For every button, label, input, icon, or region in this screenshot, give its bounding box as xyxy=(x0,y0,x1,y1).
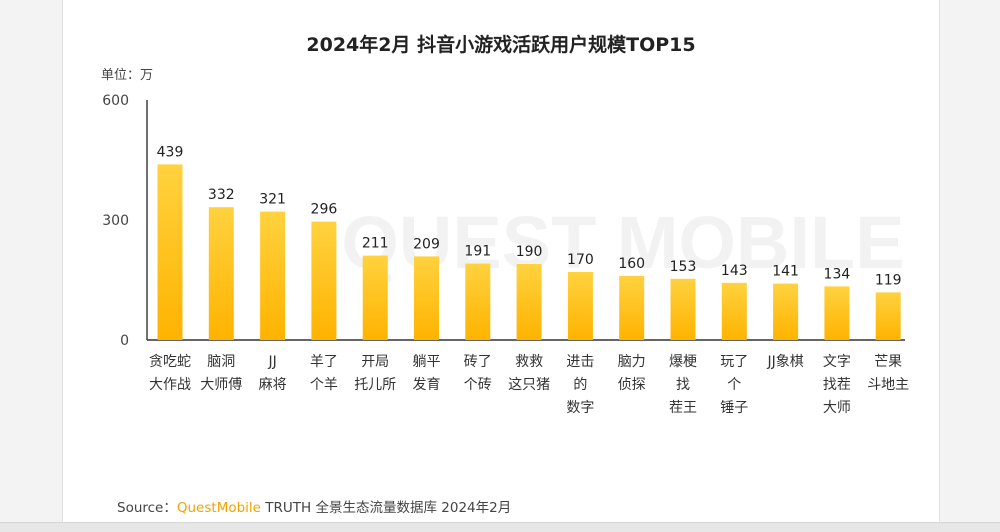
x-category-label: 锤子 xyxy=(720,400,748,416)
x-category-label: 托儿所 xyxy=(354,377,396,393)
x-category-label: 茬王 xyxy=(669,400,697,416)
bar xyxy=(567,272,593,340)
bar-value-label: 296 xyxy=(311,202,338,218)
x-category-label: 大作战 xyxy=(149,377,191,393)
y-tick-label: 300 xyxy=(102,213,129,229)
x-category-label: 找 xyxy=(676,377,690,393)
bar-value-label: 332 xyxy=(208,187,235,203)
bar-chart: QUEST MOBILE 0300600439贪吃蛇大作战332脑洞大师傅321… xyxy=(102,93,909,416)
source-text: TRUTH 全景生态流量数据库 2024年2月 xyxy=(260,500,512,516)
bar-value-label: 191 xyxy=(464,244,491,260)
x-category-label: 羊了 xyxy=(310,354,338,370)
bar xyxy=(516,264,542,340)
bar xyxy=(875,292,901,340)
source-prefix: Source： xyxy=(117,500,177,516)
bar xyxy=(414,256,439,340)
x-category-label: 数字 xyxy=(566,400,594,416)
bar-value-label: 160 xyxy=(618,256,645,272)
bar xyxy=(670,278,696,340)
bar xyxy=(773,283,799,340)
x-category-label: 脑力 xyxy=(618,354,646,370)
x-category-label: 开局 xyxy=(361,354,389,370)
x-category-label: 进击 xyxy=(566,354,594,370)
bar-value-label: 321 xyxy=(259,192,286,208)
x-category-label: 斗地主 xyxy=(867,377,909,393)
bar-value-label: 439 xyxy=(157,144,184,160)
chart-title: 2024年2月 抖音小游戏活跃用户规模TOP15 xyxy=(306,34,696,56)
x-category-label: 麻将 xyxy=(259,377,287,393)
bar-value-label: 119 xyxy=(875,272,902,288)
x-category-label: 发育 xyxy=(413,377,441,393)
x-category-label: 砖了 xyxy=(464,354,492,370)
x-category-label: JJ象棋 xyxy=(766,354,803,370)
bar xyxy=(260,211,286,340)
window-bottom-strip xyxy=(0,522,1000,532)
bar xyxy=(824,286,850,340)
x-category-label: 侦探 xyxy=(618,377,646,393)
bar xyxy=(465,263,491,340)
x-category-label: 这只猪 xyxy=(508,376,550,393)
bar-value-label: 153 xyxy=(670,259,697,275)
bar xyxy=(311,221,337,340)
x-category-label: 个 xyxy=(727,377,741,393)
bar-value-label: 143 xyxy=(721,263,748,279)
x-category-label: 的 xyxy=(573,377,587,393)
bar xyxy=(157,164,183,340)
x-category-label: 芒果 xyxy=(874,354,902,370)
x-category-label: 个羊 xyxy=(310,377,338,393)
x-category-label: 救救 xyxy=(515,354,543,370)
source-brand: QuestMobile xyxy=(176,500,261,516)
x-category-label: 大师 xyxy=(823,400,851,416)
bar-value-label: 190 xyxy=(516,244,543,260)
x-category-label: 贪吃蛇 xyxy=(149,354,191,370)
bar-value-label: 209 xyxy=(413,236,440,252)
source-note: Source：QuestMobile TRUTH 全景生态流量数据库 2024年… xyxy=(117,496,511,516)
x-category-label: 找茬 xyxy=(823,377,851,393)
x-category-label: 大师傅 xyxy=(200,377,242,393)
x-category-label: 脑洞 xyxy=(207,354,235,370)
unit-label: 单位：万 xyxy=(101,68,154,83)
chart-card: 2024年2月 抖音小游戏活跃用户规模TOP15 单位：万 QUEST MOBI… xyxy=(62,0,940,522)
x-category-label: JJ xyxy=(267,354,276,370)
x-category-label: 躺平 xyxy=(413,354,441,370)
bar xyxy=(362,255,388,340)
bar xyxy=(721,282,747,340)
x-category-label: 爆梗 xyxy=(669,354,697,370)
bar-value-label: 170 xyxy=(567,252,594,268)
bar-value-label: 141 xyxy=(772,264,799,280)
bar xyxy=(208,207,234,340)
x-category-label: 文字 xyxy=(823,354,851,370)
y-tick-label: 0 xyxy=(120,333,129,349)
x-category-label: 个砖 xyxy=(464,377,492,393)
bar-value-label: 211 xyxy=(362,236,389,252)
y-tick-label: 600 xyxy=(102,93,129,109)
x-category-label: 玩了 xyxy=(720,354,748,370)
bar-value-label: 134 xyxy=(824,266,851,282)
bar xyxy=(619,276,645,340)
